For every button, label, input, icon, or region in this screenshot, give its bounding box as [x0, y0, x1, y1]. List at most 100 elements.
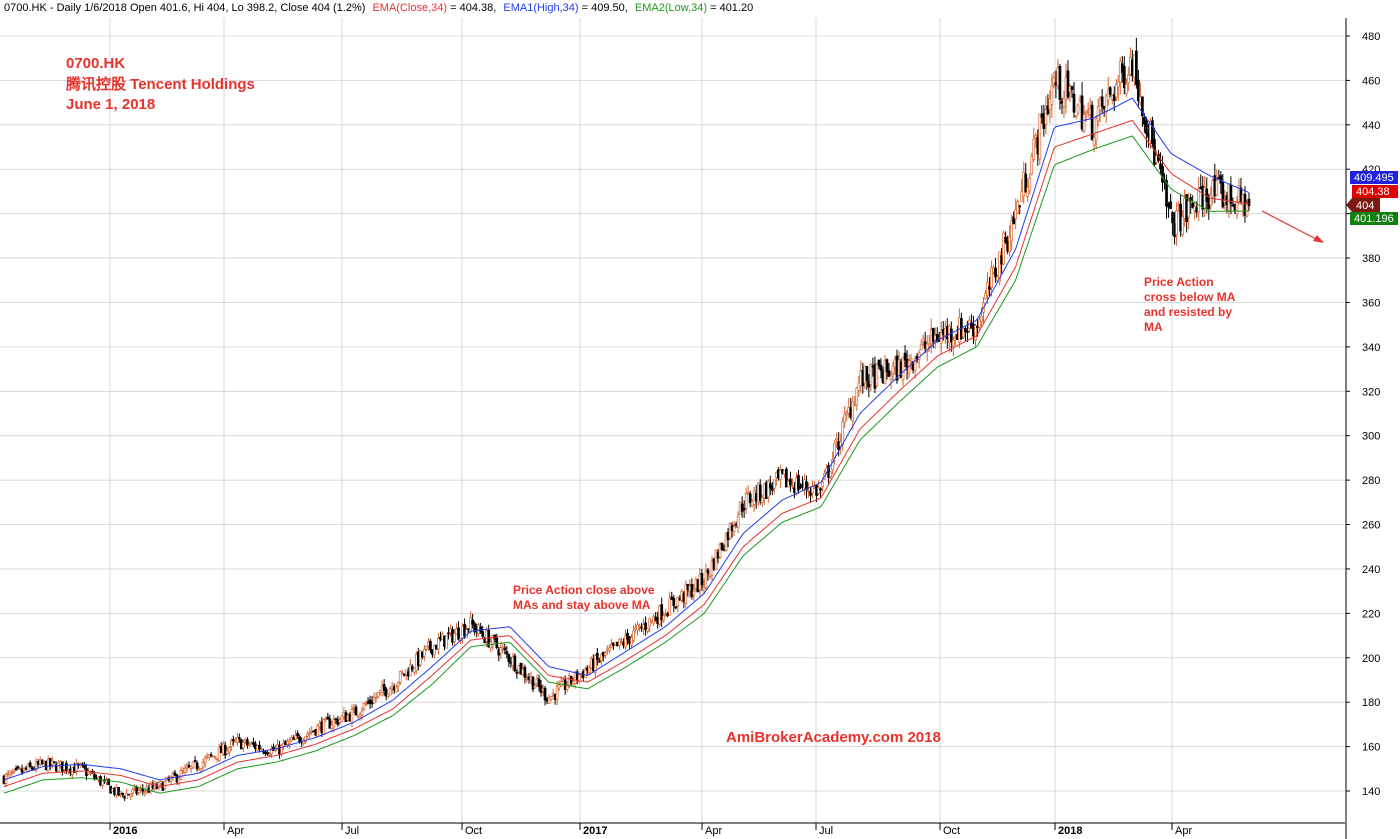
candle-body — [137, 790, 141, 794]
candle-body — [875, 363, 879, 386]
candle-body — [1032, 138, 1036, 160]
candle-body — [294, 734, 297, 740]
candle-body — [901, 356, 905, 381]
candle-body — [630, 637, 633, 646]
candle-body — [1221, 182, 1225, 208]
candle-body — [660, 604, 664, 621]
candle-body — [334, 718, 338, 720]
candle-body — [465, 629, 468, 638]
candle-body — [543, 687, 547, 701]
candle-body — [1014, 209, 1018, 220]
header-ema-low: EMA2(Low,34) — [635, 2, 707, 14]
candle-body — [157, 781, 161, 788]
candle-body — [183, 768, 187, 773]
x-tick-label: Oct — [943, 825, 960, 837]
candle-body — [785, 468, 788, 488]
candle-body — [1020, 191, 1024, 202]
candle-body — [768, 483, 772, 489]
candle-body — [879, 364, 883, 371]
candle-body — [736, 515, 740, 528]
candle-body — [306, 733, 310, 737]
annotation-2-line-2: cross below MA — [1144, 290, 1236, 304]
candle-body — [1026, 186, 1030, 197]
y-tick-label: 180 — [1362, 697, 1380, 709]
candle-body — [34, 761, 38, 770]
header-ema-low-value: = 401.20 — [710, 2, 753, 14]
candle-body — [887, 370, 891, 377]
candle-body — [52, 761, 56, 764]
chart-header: 0700.HK - Daily 1/6/2018 Open 401.6, Hi … — [4, 2, 753, 14]
candle-body — [1247, 198, 1251, 206]
x-tick-label: Apr — [705, 825, 722, 837]
badge-high-ema-text: 409.495 — [1354, 172, 1394, 184]
candle-body — [557, 684, 561, 689]
candle-body — [676, 596, 680, 607]
x-axis: 2016 Apr Jul Oct 2017 Apr Jul Oct 2018 Apr — [0, 822, 1345, 837]
badge-low-ema: 401.196 — [1350, 212, 1398, 225]
candle-body — [1028, 177, 1032, 191]
y-tick-label: 140 — [1362, 786, 1380, 798]
candle-body — [632, 630, 635, 641]
candle-body — [1072, 93, 1076, 113]
x-tick-label: Jul — [819, 825, 833, 837]
y-tick-label: 200 — [1362, 653, 1380, 665]
candle-body — [519, 662, 523, 675]
candle-body — [382, 684, 386, 691]
candle-body — [400, 672, 404, 674]
candle-body — [364, 703, 368, 706]
candle-body — [931, 327, 935, 342]
candle-body — [851, 401, 855, 422]
candle-body — [1215, 179, 1219, 196]
candle-body — [547, 697, 551, 704]
candle-body — [241, 742, 245, 748]
candle-body — [1082, 114, 1086, 132]
candle-body — [648, 617, 651, 627]
header-ema-close-value: = 404.38, — [450, 2, 496, 14]
candle-body — [1034, 135, 1038, 139]
candle-body — [1066, 70, 1070, 98]
candle-body — [223, 745, 227, 756]
candle-body — [125, 793, 129, 799]
candle-body — [360, 710, 364, 716]
candle-body — [1191, 202, 1195, 208]
trend-arrow — [1261, 210, 1324, 243]
candle-body — [1094, 118, 1098, 141]
annotation-2-line-3: and resisted by — [1144, 305, 1232, 319]
candle-body — [270, 748, 273, 755]
candle-body — [799, 486, 802, 488]
candle-body — [131, 789, 135, 794]
header-ema-high: EMA1(High,34) — [503, 2, 578, 14]
candle-body — [396, 682, 400, 687]
candle-body — [891, 365, 895, 374]
candle-body — [927, 343, 931, 347]
candle-body — [684, 584, 688, 604]
candle-body — [252, 742, 255, 745]
candle-body — [706, 569, 710, 574]
candle-body — [445, 635, 448, 649]
candle-body — [559, 680, 563, 687]
candle-body — [469, 616, 472, 633]
candle-body — [1126, 74, 1130, 84]
candle-body — [1112, 94, 1116, 101]
y-tick-label: 460 — [1362, 75, 1380, 87]
candle-body — [624, 635, 627, 648]
candle-body — [266, 751, 269, 755]
candle-body — [646, 628, 649, 632]
candle-body — [797, 474, 800, 491]
candle-body — [1096, 106, 1100, 122]
x-tick-label: Apr — [227, 825, 244, 837]
y-tick-label: 340 — [1362, 342, 1380, 354]
candle-body — [1038, 113, 1042, 160]
candle-body — [791, 485, 794, 488]
candle-body — [718, 543, 722, 558]
candle-body — [704, 570, 708, 589]
candle-body — [328, 718, 332, 729]
candle-body — [1141, 96, 1144, 117]
candle-body — [748, 493, 752, 504]
candle-body — [185, 766, 189, 770]
candle-body — [746, 492, 750, 494]
watermark: AmiBrokerAcademy.com 2018 — [726, 729, 941, 746]
candle-body — [1090, 104, 1094, 140]
candle-body — [213, 756, 217, 759]
candle-body — [322, 718, 326, 736]
